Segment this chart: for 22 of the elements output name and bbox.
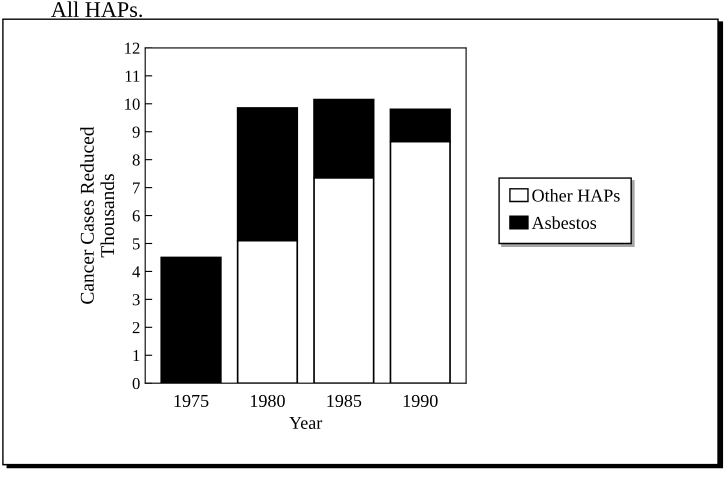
y-tick-label: 6 [132, 210, 140, 222]
x-tick-label: 1990 [404, 394, 438, 408]
y-tick-label: 3 [132, 294, 140, 306]
y-tick-label: 12 [125, 42, 140, 54]
y-tick-label: 8 [132, 154, 140, 166]
y-tick-label: 7 [133, 182, 140, 194]
legend-label: Other HAPs [532, 188, 620, 202]
y-tick-label: 2 [132, 322, 140, 334]
y-axis-title: Cancer Cases Reduced Thousands [80, 126, 114, 304]
y-tick-label: 5 [132, 238, 140, 250]
legend-label: Asbestos [532, 216, 596, 229]
chart-title: All HAPs. [51, 1, 142, 18]
y-tick-label: 11 [126, 70, 140, 82]
x-tick-label: 1975 [174, 394, 208, 408]
y-tick-label: 10 [125, 98, 140, 110]
y-tick-label: 4 [132, 266, 140, 278]
y-tick-label: 1 [133, 350, 140, 362]
y-tick-label: 9 [132, 126, 140, 138]
x-tick-label: 1985 [327, 394, 362, 408]
x-tick-label: 1980 [250, 394, 285, 408]
y-tick-label: 0 [132, 378, 140, 390]
x-axis-title: Year [289, 416, 322, 429]
